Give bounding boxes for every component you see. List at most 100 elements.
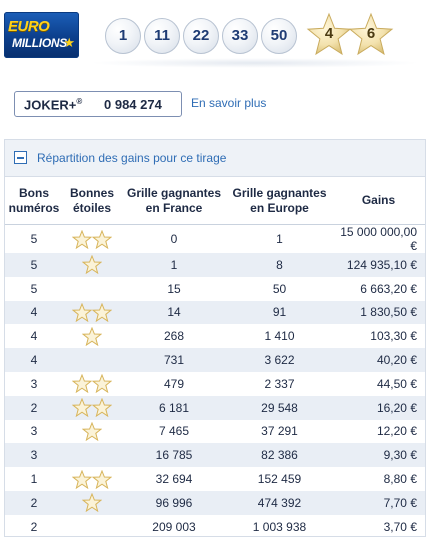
cell-gains: 1 830,50 € bbox=[332, 300, 425, 325]
cell-europe: 91 bbox=[227, 300, 332, 325]
star-icon bbox=[82, 255, 102, 275]
cell-numeros: 2 bbox=[5, 490, 63, 515]
cell-numeros: 3 bbox=[5, 443, 63, 468]
star-icon bbox=[82, 326, 102, 346]
col-header-etoiles: Bonnes étoiles bbox=[63, 177, 121, 225]
cell-europe: 1 410 bbox=[264, 329, 295, 344]
cell-etoiles bbox=[63, 443, 121, 468]
col-header-numeros: Bons numéros bbox=[5, 177, 63, 225]
star-icon bbox=[72, 229, 92, 249]
ball-5: 50 bbox=[261, 18, 297, 54]
col-header-numeros-l1: Bons bbox=[19, 185, 49, 200]
table-row: 4 14 91 1 830,50 € bbox=[5, 300, 425, 325]
cell-france: 15 bbox=[167, 281, 181, 296]
col-header-etoiles-l1: Bonnes bbox=[69, 185, 114, 200]
panel-title[interactable]: Répartition des gains pour ce tirage bbox=[37, 151, 227, 165]
cell-france: 479 bbox=[163, 376, 185, 391]
star-icon bbox=[92, 229, 112, 249]
cell-etoiles bbox=[63, 277, 121, 301]
col-header-gains: Gains bbox=[332, 177, 425, 225]
table-row: 4 731 3 622 40,20 € bbox=[5, 348, 425, 372]
star-ball-1: 4 bbox=[306, 12, 352, 58]
prize-table: Bons numéros Bonnes étoiles Grille gagnant… bbox=[5, 177, 425, 539]
col-header-numeros-l2: numéros bbox=[8, 200, 60, 215]
table-body: 5 0 1 15 000 000,00 €5 1 8 124 935,10 €5 15 50 6 … bbox=[5, 225, 425, 539]
cell-france: 6 181 bbox=[121, 395, 227, 420]
star-icon bbox=[72, 469, 92, 489]
ball-3: 22 bbox=[183, 18, 219, 54]
cell-gains: 15 000 000,00 € bbox=[340, 225, 417, 253]
table-row: 3 7 465 37 291 12,20 € bbox=[5, 420, 425, 444]
cell-europe: 1 bbox=[276, 232, 283, 246]
stars-group bbox=[82, 493, 102, 513]
stars-group bbox=[82, 326, 102, 346]
star-icon bbox=[72, 302, 92, 322]
col-header-europe-l2: en Europe bbox=[250, 200, 309, 215]
stars-group bbox=[72, 469, 112, 489]
cell-gains: 40,20 € bbox=[332, 348, 425, 372]
joker-name: JOKER+ bbox=[24, 97, 77, 113]
cell-gains: 8,80 € bbox=[383, 472, 417, 487]
cell-numeros: 5 bbox=[30, 232, 38, 246]
star-icon bbox=[72, 374, 92, 394]
table-row: 5 1 8 124 935,10 € bbox=[5, 253, 425, 277]
joker-more-link[interactable]: En savoir plus bbox=[191, 96, 267, 110]
draw-results-band: EURO MILLIONS ★ 1 11 22 33 50 4 6 bbox=[0, 0, 432, 72]
cell-etoiles bbox=[63, 490, 121, 515]
cell-etoiles bbox=[63, 348, 121, 372]
star-icon bbox=[92, 374, 112, 394]
star-icon bbox=[92, 469, 112, 489]
joker-label: JOKER+® bbox=[24, 97, 82, 112]
star-icon bbox=[92, 302, 112, 322]
cell-etoiles bbox=[63, 324, 121, 348]
stars-group bbox=[82, 421, 102, 441]
stars-group bbox=[72, 302, 112, 322]
cell-france: 32 694 bbox=[155, 472, 193, 487]
cell-europe: 2 337 bbox=[264, 376, 295, 391]
cell-france: 7 465 bbox=[158, 424, 190, 439]
table-row: 2 6 181 29 548 16,20 € bbox=[5, 395, 425, 420]
cell-gains: 9,30 € bbox=[332, 443, 425, 468]
cell-numeros: 5 bbox=[5, 253, 63, 277]
cell-france: 1 bbox=[121, 253, 227, 277]
col-header-france: Grille gagnantes en France bbox=[121, 177, 227, 225]
stars-group bbox=[72, 374, 112, 394]
balls-shadow bbox=[90, 58, 420, 68]
cell-france: 16 785 bbox=[121, 443, 227, 468]
col-header-france-l1: Grille gagnantes bbox=[126, 185, 222, 200]
star-icon bbox=[82, 493, 102, 513]
cell-numeros: 2 bbox=[5, 395, 63, 420]
table-row: 5 0 1 15 000 000,00 € bbox=[5, 225, 425, 253]
ball-1: 1 bbox=[105, 18, 141, 54]
cell-numeros: 1 bbox=[30, 472, 38, 487]
cell-france: 731 bbox=[121, 348, 227, 372]
table-row: 4 268 1 410 103,30 € bbox=[5, 324, 425, 348]
cell-europe: 82 386 bbox=[227, 443, 332, 468]
star-icon bbox=[82, 421, 102, 441]
cell-france: 209 003 bbox=[152, 519, 196, 534]
cell-france: 0 bbox=[170, 232, 178, 246]
ball-4: 33 bbox=[222, 18, 258, 54]
logo-star-icon: ★ bbox=[63, 35, 75, 50]
cell-etoiles bbox=[63, 372, 121, 396]
cell-gains: 12,20 € bbox=[376, 424, 417, 439]
cell-gains: 16,20 € bbox=[332, 395, 425, 420]
col-header-france-l2: en France bbox=[145, 200, 203, 215]
cell-etoiles bbox=[63, 395, 121, 420]
cell-europe: 152 459 bbox=[257, 472, 302, 487]
cell-gains: 103,30 € bbox=[370, 329, 417, 344]
cell-gains: 6 663,20 € bbox=[360, 281, 417, 296]
cell-europe: 50 bbox=[272, 281, 287, 296]
cell-gains: 7,70 € bbox=[332, 490, 425, 515]
star-ball-2: 6 bbox=[348, 12, 394, 58]
cell-numeros: 2 bbox=[30, 519, 38, 534]
table-header-row: Bons numéros Bonnes étoiles Grille gagnant… bbox=[5, 177, 425, 225]
cell-numeros: 5 bbox=[30, 281, 38, 296]
panel-header[interactable]: Répartition des gains pour ce tirage bbox=[5, 140, 425, 177]
cell-europe: 474 392 bbox=[227, 490, 332, 515]
joker-number: 0 984 274 bbox=[104, 97, 162, 112]
cell-france: 268 bbox=[163, 329, 185, 344]
cell-europe: 37 291 bbox=[261, 424, 298, 439]
collapse-icon[interactable] bbox=[14, 151, 27, 164]
cell-etoiles bbox=[63, 515, 121, 539]
